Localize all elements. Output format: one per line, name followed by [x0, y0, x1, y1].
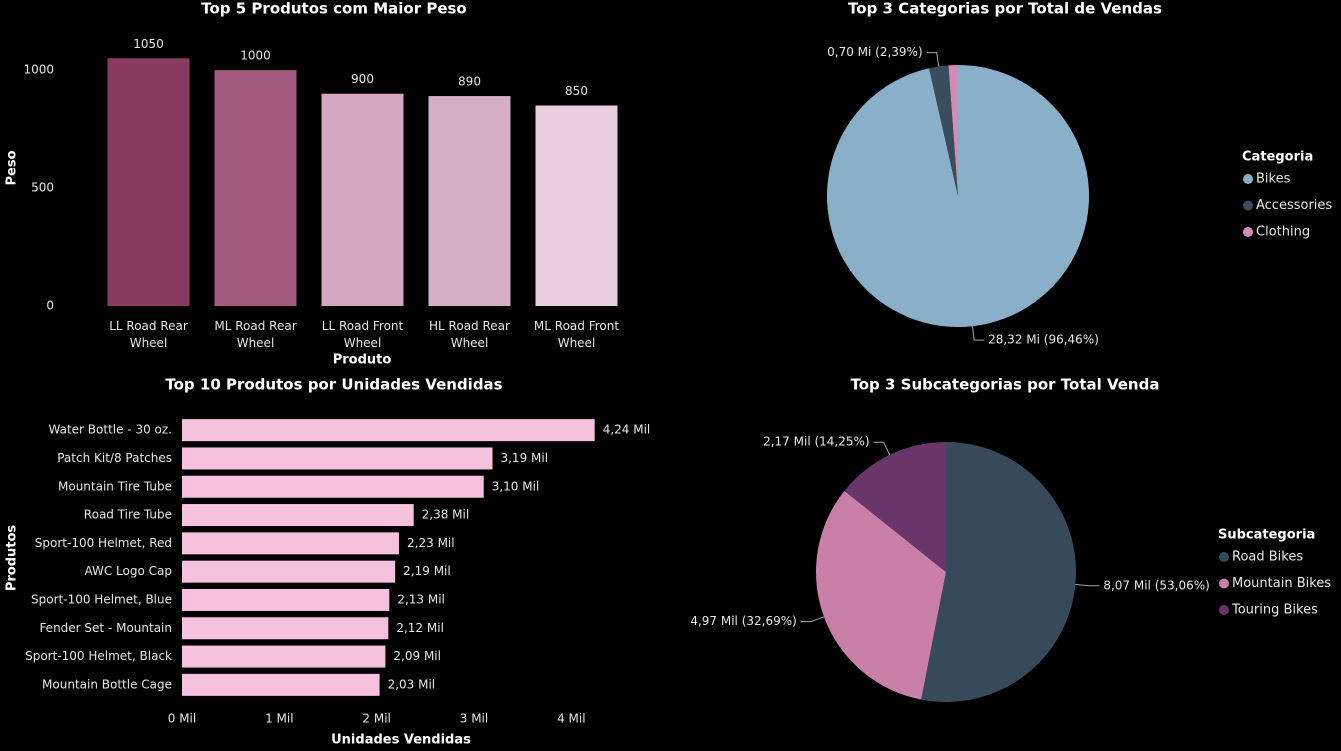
- legend-swatch: [1219, 578, 1229, 589]
- legend-label: Bikes: [1256, 172, 1291, 187]
- pie-slice: [826, 65, 1089, 327]
- chart-title: Top 5 Produtos com Maior Peso: [201, 0, 466, 18]
- bar: [107, 58, 190, 306]
- x-axis-title: Unidades Vendidas: [331, 733, 471, 748]
- y-tick-label: Water Bottle - 30 oz.: [49, 423, 173, 437]
- legend-swatch: [1243, 200, 1253, 211]
- x-tick-label-box: ML Road Rear Wheel: [214, 319, 297, 350]
- bar: [182, 673, 380, 696]
- legend-swatch: [1219, 552, 1229, 562]
- value-label: 2,09 Mil: [393, 649, 441, 663]
- legend-title: Subcategoria: [1218, 528, 1315, 543]
- leader-line: [873, 441, 891, 456]
- pie-slice: [929, 65, 958, 196]
- y-tick-label: Sport-100 Helmet, Blue: [31, 592, 172, 606]
- bar: [182, 447, 493, 470]
- legend-label: Touring Bikes: [1231, 603, 1318, 618]
- x-tick-label: 4 Mil: [557, 712, 585, 726]
- x-tick-label-box: HL Road Rear Wheel: [429, 319, 510, 350]
- value-label: 8,07 Mil (53,06%): [1103, 578, 1210, 592]
- value-label: 2,13 Mil: [397, 592, 445, 606]
- leader-line: [1075, 583, 1100, 587]
- legend-swatch: [1219, 605, 1229, 615]
- x-axis-title: Produto: [333, 353, 392, 368]
- y-tick-label: 1000: [23, 63, 54, 77]
- y-tick-label: 0: [46, 299, 54, 313]
- value-label: 890: [458, 75, 481, 89]
- value-label: 850: [565, 84, 588, 98]
- bar: [182, 588, 390, 611]
- value-label: 2,23 Mil: [407, 536, 455, 550]
- y-tick-label: Fender Set - Mountain: [39, 621, 172, 635]
- value-label: 4,24 Mil: [603, 423, 651, 437]
- bar: [182, 504, 414, 527]
- legend-swatch: [1243, 174, 1253, 184]
- bar: [182, 475, 484, 498]
- pie-slice: [816, 490, 946, 700]
- x-tick-label: 2 Mil: [362, 712, 390, 726]
- legend-swatch: [1243, 227, 1253, 237]
- x-tick-label: LL Road Front Wheel: [321, 319, 404, 350]
- value-label: 28,32 Mi (96,46%): [988, 333, 1099, 347]
- y-tick-label: AWC Logo Cap: [84, 564, 172, 578]
- pie-slice: [844, 442, 946, 572]
- bar: [182, 532, 400, 555]
- bar: [535, 105, 618, 306]
- x-tick-label-box: ML Road Front Wheel: [533, 319, 620, 350]
- value-label: 2,19 Mil: [403, 564, 451, 578]
- value-label: 1050: [133, 37, 164, 51]
- bar: [182, 617, 389, 640]
- x-tick-label: 0 Mil: [168, 712, 196, 726]
- leader-line: [800, 616, 825, 623]
- bar: [321, 93, 404, 306]
- x-tick-label: ML Road Front Wheel: [533, 319, 620, 350]
- legend-label: Accessories: [1256, 198, 1332, 213]
- y-tick-label: Road Tire Tube: [84, 508, 172, 522]
- value-label: 2,12 Mil: [396, 621, 444, 635]
- value-label: 2,03 Mil: [388, 677, 436, 691]
- y-tick-label: Mountain Bottle Cage: [42, 677, 172, 691]
- legend-label: Road Bikes: [1232, 550, 1303, 565]
- value-label: 0,70 Mi (2,39%): [827, 45, 923, 59]
- value-label: 3,10 Mil: [492, 479, 540, 493]
- value-label: 3,19 Mil: [500, 451, 548, 465]
- bar: [428, 96, 511, 306]
- x-tick-label: HL Road Rear Wheel: [429, 319, 510, 350]
- x-tick-label: ML Road Rear Wheel: [214, 319, 297, 350]
- y-tick-label: Mountain Tire Tube: [58, 479, 172, 493]
- bar: [182, 560, 396, 583]
- value-label: 4,97 Mil (32,69%): [690, 614, 797, 628]
- pie-slice: [948, 65, 958, 196]
- leader-line: [926, 52, 940, 67]
- value-label: 900: [351, 72, 374, 86]
- x-tick-label: 1 Mil: [265, 712, 293, 726]
- bar: [182, 419, 595, 442]
- y-tick-label: Patch Kit/8 Patches: [57, 451, 172, 465]
- x-tick-label-box: LL Road Front Wheel: [321, 319, 404, 350]
- chart-title: Top 3 Categorias por Total de Vendas: [848, 0, 1162, 18]
- y-tick-label: Sport-100 Helmet, Red: [35, 536, 172, 550]
- bar: [214, 70, 297, 306]
- x-tick-label: LL Road Rear Wheel: [109, 319, 188, 350]
- x-tick-label: 3 Mil: [460, 712, 488, 726]
- bar: [182, 645, 386, 668]
- legend-label: Mountain Bikes: [1232, 576, 1331, 591]
- legend-title: Categoria: [1242, 150, 1313, 165]
- value-label: 2,38 Mil: [422, 508, 470, 522]
- pie-slice: [921, 442, 1076, 702]
- value-label: 1000: [240, 49, 271, 63]
- x-tick-label-box: LL Road Rear Wheel: [109, 319, 188, 350]
- leader-line: [972, 326, 985, 341]
- chart-title: Top 10 Produtos por Unidades Vendidas: [165, 376, 502, 394]
- value-label: 2,17 Mil (14,25%): [763, 435, 870, 449]
- y-axis-title: Peso: [5, 150, 20, 185]
- chart-title: Top 3 Subcategorias por Total Venda: [851, 376, 1160, 394]
- y-tick-label: 500: [31, 181, 54, 195]
- y-axis-title: Produtos: [5, 525, 20, 592]
- y-tick-label: Sport-100 Helmet, Black: [25, 649, 172, 663]
- legend-label: Clothing: [1256, 225, 1310, 240]
